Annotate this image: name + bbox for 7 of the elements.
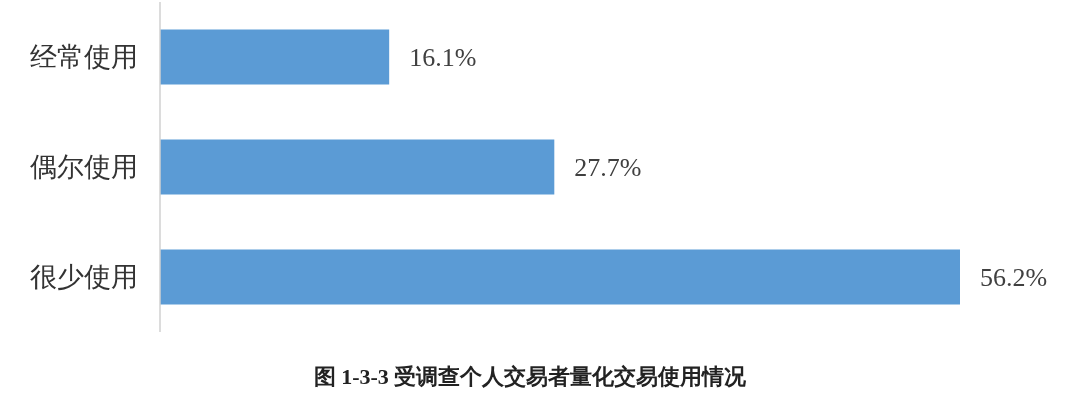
data-label: 16.1% <box>409 42 477 72</box>
y-tick-label: 经常使用 <box>30 42 138 72</box>
data-label: 56.2% <box>980 262 1048 292</box>
y-tick-label: 偶尔使用 <box>30 152 138 182</box>
data-label: 27.7% <box>574 152 642 182</box>
y-tick-label: 很少使用 <box>30 262 138 292</box>
text: 图 1-3-3 受调查个人交易者量化交易使用情况 <box>313 363 748 389</box>
